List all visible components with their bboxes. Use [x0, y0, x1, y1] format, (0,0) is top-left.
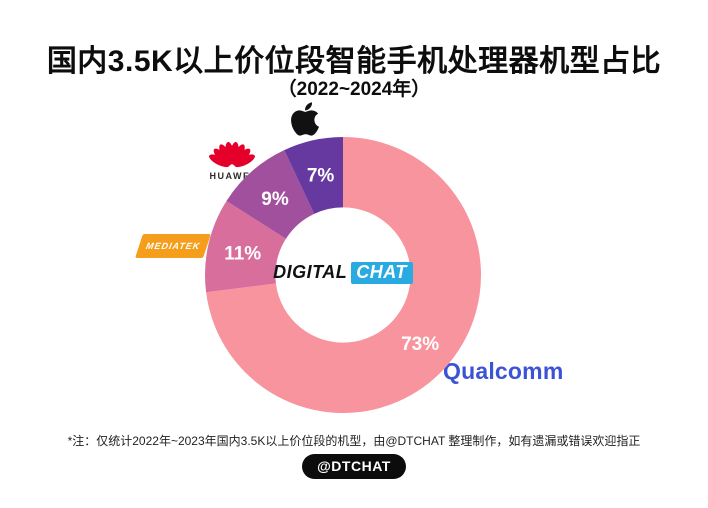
segment-label-apple: 7% — [307, 166, 335, 187]
donut-svg: 73% 11% 9% 7% — [205, 137, 482, 413]
page-subtitle: （2022~2024年） — [277, 79, 431, 100]
donut-segment-mediatek — [205, 201, 286, 293]
qualcomm-wordmark: Qualcomm — [443, 358, 564, 384]
center-logo: DIGITAL CHAT — [203, 262, 483, 284]
segment-label-mediatek: 11% — [224, 244, 261, 265]
donut-segment-qualcomm — [206, 137, 482, 413]
footnote: *注：仅统计2022年~2023年国内3.5K以上价位段的机型，由@DTCHAT… — [67, 434, 641, 448]
mediatek-wordmark: MEDIATEK — [144, 241, 202, 251]
segment-label-qualcomm: 73% — [401, 334, 439, 355]
donut-segment-apple — [284, 137, 343, 214]
digital-wordmark: DIGITAL — [273, 262, 348, 282]
huawei-wordmark: HUAWEI — [209, 171, 255, 181]
huawei-logo: HUAWEI — [206, 136, 258, 181]
donut-chart: 73% 11% 9% 7% — [203, 135, 483, 415]
chat-box: CHAT — [351, 262, 413, 284]
segment-label-huawei: 9% — [261, 189, 289, 210]
apple-icon — [290, 100, 320, 138]
donut-segment-huawei — [226, 150, 315, 239]
huawei-icon — [209, 141, 255, 168]
page-title: 国内3.5K以上价位段智能手机处理器机型占比 — [46, 45, 662, 78]
badge-row: @DTCHAT — [0, 454, 708, 479]
mediatek-logo: MEDIATEK — [135, 234, 211, 258]
dtchat-badge: @DTCHAT — [302, 454, 406, 479]
